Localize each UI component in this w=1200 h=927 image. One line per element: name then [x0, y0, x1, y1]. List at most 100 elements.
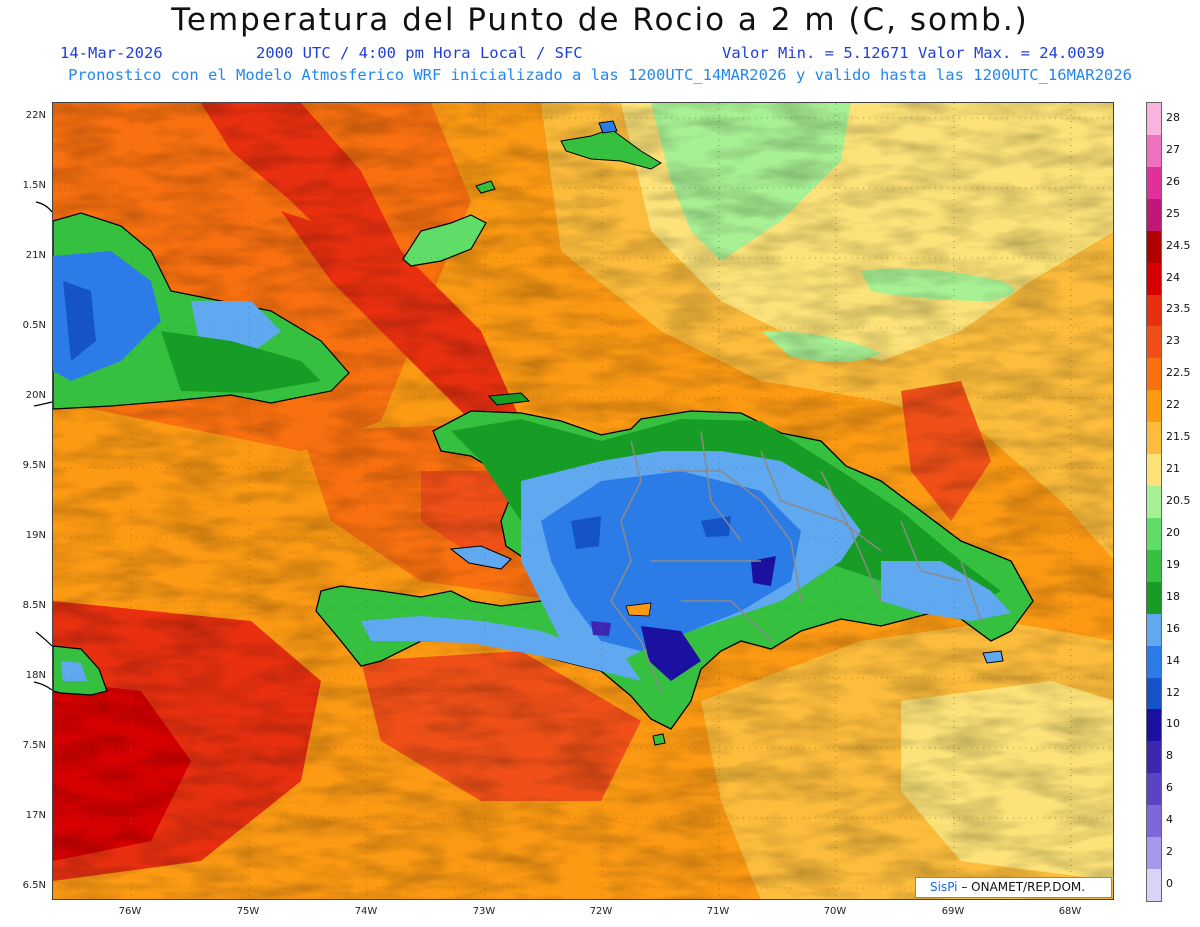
legend-swatch [1147, 773, 1161, 806]
map-gridlines [53, 103, 1113, 899]
lon-label: 74W [354, 906, 378, 917]
lat-label: 18N [25, 670, 46, 681]
credit-brand: SisPi [930, 880, 958, 894]
forecast-date: 14-Mar-2026 [60, 44, 163, 62]
inagua-island [402, 214, 487, 267]
lon-label: 75W [236, 906, 260, 917]
lon-label: 72W [589, 906, 613, 917]
lon-label: 69W [941, 906, 965, 917]
little-inagua [475, 180, 496, 194]
dewpoint-map [53, 103, 1113, 899]
legend-label: 22 [1166, 398, 1180, 412]
hispaniola-darkblue-3 [751, 556, 776, 586]
legend-label: 28 [1166, 110, 1180, 124]
legend-swatch [1147, 358, 1161, 391]
lat-label: 8.5N [22, 600, 46, 611]
coast-stubs [33, 201, 53, 691]
legend-label: 25 [1166, 206, 1180, 220]
legend-swatch [1147, 709, 1161, 742]
lat-label: 1.5N [22, 180, 46, 191]
lake-enriquillo [625, 602, 652, 617]
legend-label: 20 [1166, 525, 1180, 539]
lon-label: 68W [1058, 906, 1082, 917]
lat-label: 20N [25, 390, 46, 401]
hispaniola-darkblue-4 [641, 626, 701, 681]
legend-swatch [1147, 677, 1161, 710]
tortuga-island [487, 392, 531, 406]
legend-label: 12 [1166, 685, 1180, 699]
caicos-small [598, 120, 618, 134]
credit-org: – ONAMET/REP.DOM. [961, 880, 1086, 894]
lon-label: 73W [472, 906, 496, 917]
legend-label: 21 [1166, 462, 1180, 476]
legend-label: 18 [1166, 589, 1180, 603]
model-info: Pronostico con el Modelo Atmosferico WRF… [68, 66, 1132, 84]
legend-label: 21.5 [1166, 430, 1191, 444]
legend-label: 10 [1166, 717, 1180, 731]
lon-label: 76W [118, 906, 142, 917]
legend-label: 20.5 [1166, 494, 1191, 507]
cuba-lowdew-2 [63, 281, 96, 361]
min-max-values: Valor Min. = 5.12671 Valor Max. = 24.003… [722, 44, 1105, 62]
lat-label: 7.5N [22, 740, 46, 751]
legend-label: 26 [1166, 174, 1180, 188]
lat-label: 21N [25, 250, 46, 261]
lat-label: 0.5N [22, 320, 46, 331]
legend-label: 6 [1166, 781, 1173, 795]
lat-label: 19N [25, 530, 46, 541]
cuba-green-4 [161, 331, 321, 393]
legend-swatch [1147, 103, 1161, 136]
legend-label: 23.5 [1166, 302, 1191, 316]
legend-label: 8 [1166, 749, 1173, 763]
legend-swatch [1147, 741, 1161, 774]
lat-label: 9.5N [22, 460, 46, 471]
legend-swatch [1147, 134, 1161, 168]
saona-island [982, 650, 1004, 664]
legend-label: 4 [1166, 813, 1173, 827]
legend-swatch [1147, 390, 1161, 423]
legend-swatch [1147, 645, 1161, 679]
lat-label: 6.5N [22, 880, 46, 891]
legend-label: 24.5 [1166, 238, 1191, 252]
legend-swatch [1147, 166, 1161, 200]
legend-label: 23 [1166, 334, 1180, 348]
hispaniola-darkblue-2 [701, 516, 731, 537]
hispaniola-darkblue-1 [571, 516, 601, 549]
legend-swatch [1147, 486, 1161, 519]
legend-swatch [1147, 805, 1161, 838]
legend-swatch [1147, 454, 1161, 487]
lat-label: 17N [25, 810, 46, 821]
legend-swatch [1147, 262, 1161, 295]
province-lines [610, 430, 982, 692]
lat-label: 22N [25, 110, 46, 121]
turks-caicos [560, 128, 662, 170]
lon-label: 71W [706, 906, 730, 917]
legend-swatch [1147, 517, 1161, 551]
legend-swatch [1147, 549, 1161, 583]
legend-swatch [1147, 198, 1161, 232]
hispaniola-darkblue-5 [591, 621, 611, 636]
legend-swatch [1147, 294, 1161, 327]
legend-label: 19 [1166, 557, 1180, 571]
legend-swatch [1147, 613, 1161, 647]
color-legend [1146, 102, 1162, 902]
map-frame [52, 102, 1114, 900]
legend-label: 16 [1166, 621, 1180, 635]
legend-swatch [1147, 422, 1161, 455]
legend-swatch [1147, 326, 1161, 359]
legend-swatch [1147, 837, 1161, 870]
legend-swatch [1147, 581, 1161, 615]
map-title: Temperatura del Punto de Rocio a 2 m (C,… [171, 2, 1029, 38]
beata-island [652, 733, 666, 746]
legend-swatch [1147, 230, 1161, 264]
gonave-island [449, 545, 512, 570]
legend-label: 24 [1166, 270, 1180, 284]
hispaniola-blue-se [881, 561, 1011, 621]
legend-label: 27 [1166, 142, 1180, 156]
legend-label: 2 [1166, 845, 1173, 859]
legend-label: 0 [1166, 877, 1173, 891]
legend-label: 14 [1166, 653, 1180, 667]
credit-box: SisPi – ONAMET/REP.DOM. [915, 877, 1112, 898]
legend-label: 22.5 [1166, 366, 1191, 380]
jamaica-blue [61, 661, 87, 681]
